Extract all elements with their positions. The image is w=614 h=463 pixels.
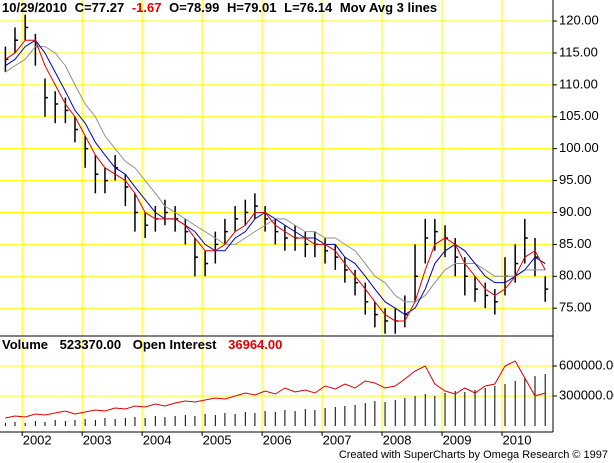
y-tick-label: 110.00	[559, 76, 598, 91]
footer: Created with SuperCharts by Omega Resear…	[339, 449, 608, 461]
low-value: L=76.14	[284, 0, 333, 15]
y-tick-label: 105.00	[559, 108, 599, 123]
indicator-label: Mov Avg 3 lines	[340, 0, 437, 15]
oi-value: 36964.00	[228, 337, 282, 352]
date: 10/29/2010	[2, 0, 67, 15]
x-tick-label: 2010	[503, 432, 532, 447]
moving-average	[5, 39, 546, 322]
open-value: O=78.99	[169, 0, 219, 15]
open-interest-line	[5, 360, 546, 419]
volume-value: 523370.00	[60, 337, 121, 352]
x-tick-label: 2007	[323, 432, 352, 447]
high-value: H=79.01	[227, 0, 277, 15]
volume-label: Volume	[2, 337, 48, 352]
y-tick-label: 120.00	[559, 12, 599, 27]
y-tick-label: 90.00	[559, 204, 592, 219]
x-tick-label: 2002	[23, 432, 52, 447]
x-tick-label: 2006	[263, 432, 292, 447]
y-tick-label: 85.00	[559, 236, 592, 251]
grid	[0, 0, 553, 432]
x-tick-label: 2008	[383, 432, 412, 447]
y-tick-label: 75.00	[559, 300, 592, 315]
x-tick-label: 2004	[143, 432, 172, 447]
x-tick-label: 2009	[443, 432, 472, 447]
y2-tick-label: 300000.00	[559, 387, 614, 402]
volume-header: Volume 523370.00 Open Interest 36964.00	[2, 337, 282, 352]
x-tick-label: 2005	[203, 432, 232, 447]
y2-tick-label: 600000.00	[559, 357, 614, 372]
change-value: -1.67	[132, 0, 162, 15]
marks	[4, 14, 549, 426]
y-tick-label: 100.00	[559, 140, 599, 155]
close-value: C=77.27	[75, 0, 125, 15]
x-tick-label: 2003	[83, 432, 112, 447]
y-tick-label: 115.00	[559, 44, 598, 59]
oi-label: Open Interest	[133, 337, 217, 352]
y-tick-label: 95.00	[559, 172, 592, 187]
header: 10/29/2010 C=77.27 -1.67 O=78.99 H=79.01…	[2, 0, 437, 15]
y-tick-label: 80.00	[559, 268, 592, 283]
